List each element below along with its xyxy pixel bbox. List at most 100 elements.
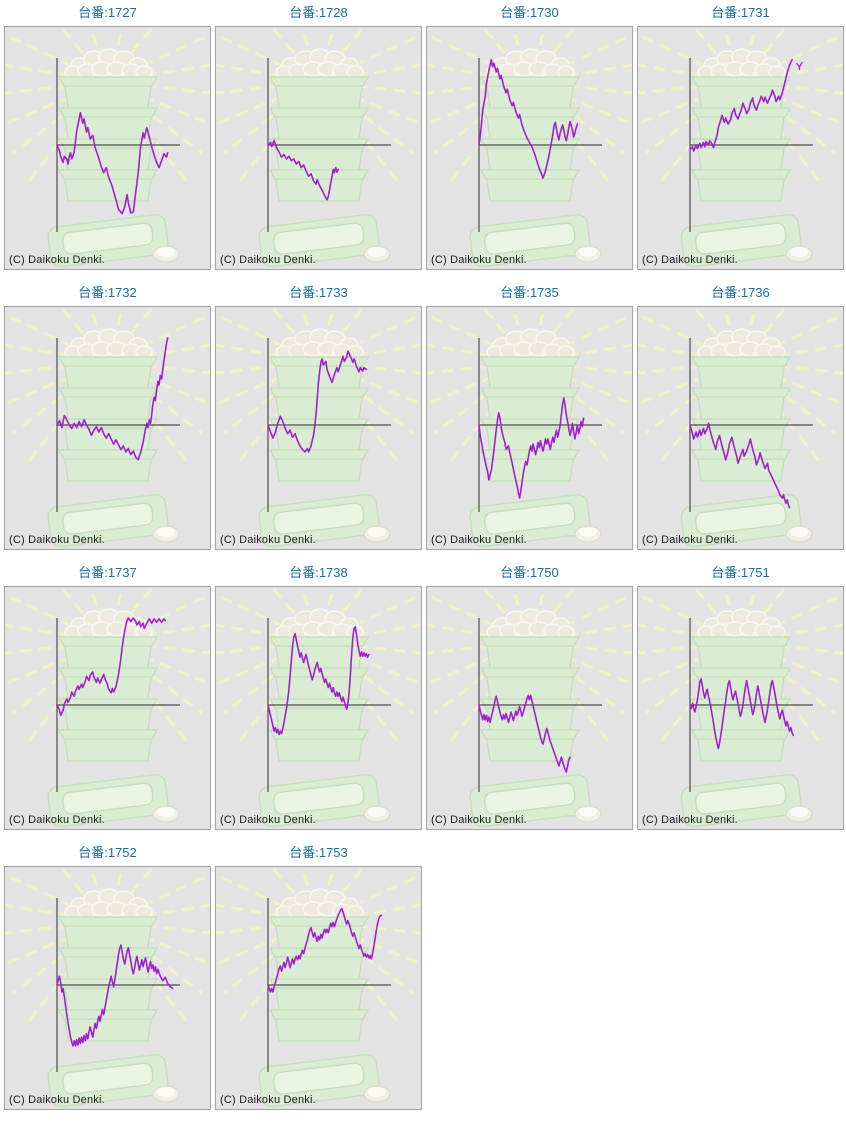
coin-icon [152, 805, 180, 823]
bottom-tray-watermark [47, 1053, 169, 1108]
tray-stack-watermark [57, 916, 159, 1042]
pachinko-balls-watermark [697, 48, 786, 79]
pachinko-balls-watermark [486, 48, 575, 79]
chart-cell: 台番:1733 [215, 280, 422, 550]
chart-plot [427, 587, 632, 828]
pachinko-balls-watermark [64, 48, 153, 79]
chart-title[interactable]: 台番:1750 [500, 565, 559, 580]
chart-cell: 台番:1735 [426, 280, 633, 550]
tray-stack-watermark [690, 356, 792, 482]
bottom-tray-watermark [680, 493, 802, 548]
pachinko-balls-watermark [275, 888, 364, 919]
chart-title[interactable]: 台番:1752 [78, 845, 137, 860]
coin-icon [574, 525, 602, 543]
copyright-label: (C) Daikoku Denki. [431, 534, 527, 546]
chart-plot [5, 587, 210, 828]
chart-title[interactable]: 台番:1737 [78, 565, 137, 580]
tray-stack-watermark [57, 76, 159, 202]
chart-panel: (C) Daikoku Denki. [215, 26, 422, 270]
coin-icon [363, 525, 391, 543]
chart-panel: (C) Daikoku Denki. [4, 26, 211, 270]
tray-stack-watermark [268, 356, 370, 482]
pachinko-balls-watermark [697, 328, 786, 359]
chart-plot [216, 27, 421, 268]
pachinko-balls-watermark [275, 328, 364, 359]
copyright-label: (C) Daikoku Denki. [220, 534, 316, 546]
tray-stack-watermark [268, 916, 370, 1042]
chart-title[interactable]: 台番:1738 [289, 565, 348, 580]
coin-icon [363, 805, 391, 823]
chart-panel: (C) Daikoku Denki. [637, 26, 844, 270]
chart-cell: 台番:1753 [215, 840, 422, 1110]
tray-stack-watermark [479, 76, 581, 202]
chart-title[interactable]: 台番:1736 [711, 285, 770, 300]
copyright-label: (C) Daikoku Denki. [431, 814, 527, 826]
bottom-tray-watermark [47, 493, 169, 548]
pachinko-balls-watermark [697, 608, 786, 639]
copyright-label: (C) Daikoku Denki. [642, 254, 738, 266]
chart-plot [638, 307, 843, 548]
data-line [478, 694, 571, 773]
chart-plot [216, 307, 421, 548]
chart-panel: (C) Daikoku Denki. [4, 306, 211, 550]
chart-plot [216, 587, 421, 828]
chart-title[interactable]: 台番:1731 [711, 5, 770, 20]
pachinko-balls-watermark [64, 888, 153, 919]
coin-icon [152, 1085, 180, 1103]
chart-title[interactable]: 台番:1730 [500, 5, 559, 20]
chart-title[interactable]: 台番:1733 [289, 285, 348, 300]
data-line [267, 350, 368, 453]
chart-plot [427, 27, 632, 268]
chart-panel: (C) Daikoku Denki. [215, 306, 422, 550]
pachinko-balls-watermark [486, 328, 575, 359]
bottom-tray-watermark [258, 773, 380, 828]
chart-cell: 台番:1731 [637, 0, 844, 270]
chart-panel: (C) Daikoku Denki. [637, 586, 844, 830]
chart-cell: 台番:1728 [215, 0, 422, 270]
bottom-tray-watermark [47, 213, 169, 268]
data-line [689, 58, 793, 152]
chart-panel: (C) Daikoku Denki. [215, 586, 422, 830]
coin-icon [785, 245, 813, 263]
bottom-tray-watermark [258, 493, 380, 548]
coin-icon [785, 525, 813, 543]
copyright-label: (C) Daikoku Denki. [642, 814, 738, 826]
chart-panel: (C) Daikoku Denki. [215, 866, 422, 1110]
bottom-tray-watermark [469, 213, 591, 268]
data-line [267, 907, 382, 993]
chart-cell: 台番:1736 [637, 280, 844, 550]
chart-title[interactable]: 台番:1753 [289, 845, 348, 860]
data-line [56, 617, 166, 717]
coin-icon [785, 805, 813, 823]
data-line [56, 944, 174, 1047]
chart-cell: 台番:1751 [637, 560, 844, 830]
chart-cell: 台番:1752 [4, 840, 211, 1110]
chart-title[interactable]: 台番:1735 [500, 285, 559, 300]
chart-panel: (C) Daikoku Denki. [426, 306, 633, 550]
tray-stack-watermark [268, 76, 370, 202]
chart-cell: 台番:1750 [426, 560, 633, 830]
bottom-tray-watermark [258, 1053, 380, 1108]
chart-panel: (C) Daikoku Denki. [4, 866, 211, 1110]
chart-title[interactable]: 台番:1728 [289, 5, 348, 20]
chart-cell: 台番:1732 [4, 280, 211, 550]
bottom-tray-watermark [469, 493, 591, 548]
coin-icon [574, 805, 602, 823]
data-line [478, 58, 579, 179]
chart-plot [5, 27, 210, 268]
chart-title[interactable]: 台番:1732 [78, 285, 137, 300]
chart-cell: 台番:1738 [215, 560, 422, 830]
chart-title[interactable]: 台番:1751 [711, 565, 770, 580]
chart-plot [5, 867, 210, 1108]
copyright-label: (C) Daikoku Denki. [220, 814, 316, 826]
data-line [267, 139, 339, 201]
chart-title[interactable]: 台番:1727 [78, 5, 137, 20]
bottom-tray-watermark [680, 773, 802, 828]
coin-icon [574, 245, 602, 263]
pachinko-balls-watermark [64, 328, 153, 359]
chart-plot [5, 307, 210, 548]
copyright-label: (C) Daikoku Denki. [9, 254, 105, 266]
pachinko-balls-watermark [275, 608, 364, 639]
copyright-label: (C) Daikoku Denki. [431, 254, 527, 266]
